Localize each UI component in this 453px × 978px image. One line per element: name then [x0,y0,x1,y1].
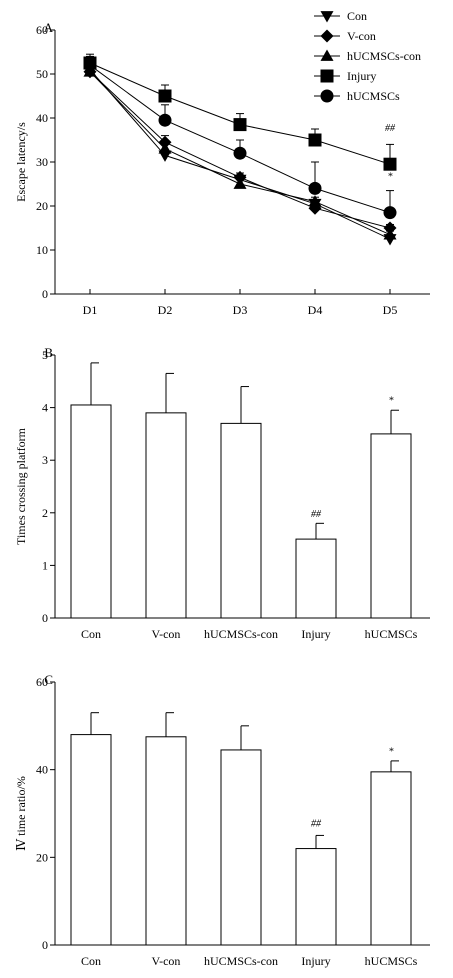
panel-a-line-chart: 0 10 20 30 40 50 60 Escape latency/s A D1 D2 D3 D4 D5… [14,9,430,317]
panel-c-bar-chart: 0 20 40 60 Ⅳ time ratio/% C Con V-con hUCMSCs-co… [14,672,430,968]
panel-c-bar-injury [295,848,337,946]
panel-a-hucmscs-point [308,181,322,195]
panel-a-y-axis-label: Escape latency/s [14,122,28,202]
panel-b-y-tick-label: 2 [42,506,48,520]
panel-a-hucmscs-con-point [308,195,322,207]
panel-a-hucmscs-point [383,206,397,220]
panel-a-y-tick-label: 40 [36,111,48,125]
panel-a-legend-hucmscs-label: hUCMSCs [347,89,400,103]
panel-b-y-tick-label: 5 [42,348,48,362]
panel-c-bar-v-con [145,736,187,946]
panel-a-v-con-point [233,170,247,184]
panel-b-significance-mark: * [389,395,394,406]
panel-c-y-tick-label: 60 [36,675,48,689]
panel-b-x-tick-label: hUCMSCs [365,627,418,641]
panel-a-legend-injury-label: Injury [347,69,376,83]
panel-a-legend-v-con-marker [320,29,334,43]
panel-b-significance-mark: ## [311,509,322,520]
panel-c-y-tick-label: 0 [42,938,48,952]
panel-c-significance-mark: * [389,746,394,757]
panel-a-x-tick-label: D4 [308,303,323,317]
panel-b-y-tick-label: 4 [42,401,48,415]
panel-c-y-axis-label: Ⅳ time ratio/% [14,776,28,851]
panel-b-x-tick-label: V-con [152,627,181,641]
panel-a-panel-letter: A [44,20,54,35]
panel-a-legend-hucmscs-marker [320,89,334,103]
panel-b-y-tick-label: 0 [42,611,48,625]
panel-a-x-tick-label: D3 [233,303,248,317]
panel-c-y-tick-label: 20 [36,850,48,864]
panel-b-bar-con [70,404,112,619]
panel-c-x-tick-label: Injury [301,954,330,968]
panel-c-bar-hucmscs [370,771,412,946]
panel-a-legend-hucmscs-con-label: hUCMSCs-con [347,49,421,63]
panel-b-x-tick-label: Con [81,627,101,641]
panel-c-bar-con [70,734,112,946]
panel-c-bar-hucmscs-con [220,749,262,946]
panel-a-y-tick-label: 50 [36,67,48,81]
panel-b-y-tick-label: 1 [42,558,48,572]
panel-a-y-tick-label: 60 [36,23,48,37]
panel-a-legend-injury-marker [320,69,334,83]
panel-a-hucmscs-line [89,64,391,214]
panel-a-injury-point [233,118,247,132]
panel-a-significance-mark: ## [385,123,396,134]
panel-b-bar-hucmscs-con [220,422,262,619]
panel-a-y-tick-label: 0 [42,287,48,301]
panel-a-hucmscs-point [233,146,247,160]
panel-a-x-tick-label: D5 [383,303,398,317]
panel-a-y-tick-label: 30 [36,155,48,169]
panel-a-legend-con-marker [320,11,334,23]
panel-c-significance-mark: ## [311,819,322,830]
panel-a-legend-hucmscs-con-marker [320,49,334,61]
panel-a-hucmscs-con-point [233,177,247,189]
panel-b-panel-letter: B [44,345,53,360]
panel-c-x-tick-label: hUCMSCs-con [204,954,278,968]
panel-b-y-axis-label: Times crossing platform [14,427,28,545]
panel-a-legend-v-con-label: V-con [347,29,376,43]
panel-b-x-tick-label: hUCMSCs-con [204,627,278,641]
panel-b-bar-chart: 0 1 2 3 4 5 Times crossing platform B Con V-con hU… [14,345,430,641]
panel-a-injury-point [383,157,397,171]
panel-c-panel-letter: C [44,672,53,687]
panel-b-bar-injury [295,538,337,619]
panel-a-hucmscs-con-point [383,228,397,240]
panel-c-x-tick-label: Con [81,954,101,968]
panel-b-y-tick-label: 3 [42,453,48,467]
panel-b-x-tick-label: Injury [301,627,330,641]
panel-a-hucmscs-con-point [158,142,172,154]
panel-a-significance-mark: * [388,172,393,183]
panel-b-bar-hucmscs [370,433,412,619]
panel-a-x-tick-label: D2 [158,303,173,317]
panel-a-hucmscs-point [83,58,97,72]
panel-a-y-tick-label: 10 [36,243,48,257]
panel-a-injury-point [158,89,172,103]
panel-a-hucmscs-point [158,113,172,127]
panel-c-x-tick-label: hUCMSCs [365,954,418,968]
panel-b-bar-v-con [145,412,187,619]
panel-a-x-tick-label: D1 [83,303,98,317]
panel-a-y-tick-label: 20 [36,199,48,213]
panel-c-y-tick-label: 40 [36,763,48,777]
panel-a-injury-point [308,133,322,147]
panel-c-x-tick-label: V-con [152,954,181,968]
panel-a-legend-con-label: Con [347,9,367,23]
